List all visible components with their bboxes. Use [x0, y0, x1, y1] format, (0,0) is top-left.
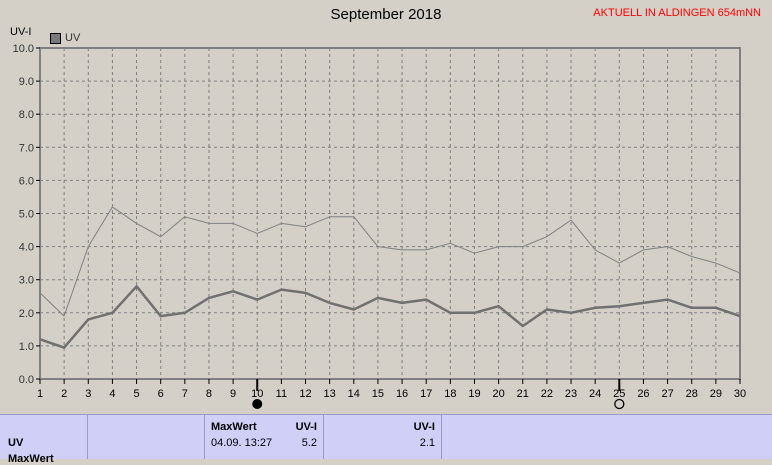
avg-value: 2.1	[419, 437, 435, 449]
x-tick-label: 28	[686, 388, 698, 400]
summary-table: UV MaxWert MaxWert UV-I 04.09. 13:27 5.2…	[0, 414, 772, 465]
x-tick-label: 25	[613, 388, 625, 400]
x-tick-label: 13	[324, 388, 336, 400]
max-value: 5.2	[301, 437, 317, 449]
y-axis-label: UV-I	[10, 26, 32, 38]
x-tick-label: 23	[565, 388, 577, 400]
y-tick-label: 0.0	[19, 374, 34, 386]
y-tick-label: 7.0	[19, 142, 34, 154]
x-tick-label: 16	[396, 388, 408, 400]
x-tick-label: 15	[372, 388, 384, 400]
station-label: AKTUELL IN ALDINGEN 654mNN	[593, 7, 761, 19]
max-unit-header: UV-I	[295, 421, 317, 433]
moon-markers	[252, 379, 625, 410]
y-tick-label: 3.0	[19, 275, 34, 287]
grid	[36, 47, 741, 384]
x-tick-label: 1	[37, 388, 43, 400]
x-tick-label: 27	[661, 388, 673, 400]
y-tick-label: 5.0	[19, 209, 34, 221]
max-header: MaxWert	[211, 421, 257, 433]
x-tick-label: 11	[276, 388, 287, 400]
x-tick-label: 9	[230, 388, 236, 400]
full-moon-icon	[614, 398, 625, 410]
avg-header: UV-I	[413, 421, 435, 433]
x-tick-label: 22	[541, 388, 553, 400]
y-tick-label: 9.0	[19, 76, 34, 88]
x-tick-label: 17	[420, 388, 432, 400]
summary-row2-label: MaxWert	[8, 453, 54, 465]
summary-avg-cell: UV-I 2.1	[324, 415, 442, 459]
y-tick-labels: 0.0 1.0 2.0 3.0 4.0 5.0 6.0 7.0 8.0 9.0 10.0	[13, 43, 34, 386]
y-tick-label: 8.0	[19, 109, 34, 121]
uv-line	[39, 285, 741, 349]
x-tick-label: 7	[182, 388, 188, 400]
legend-swatch	[50, 32, 61, 44]
x-tick-label: 19	[468, 388, 480, 400]
x-tick-label: 14	[348, 388, 360, 400]
x-tick-label: 3	[85, 388, 91, 400]
x-tick-label: 8	[206, 388, 212, 400]
x-tick-labels: 1 2 3 4 5 6 7 8 9 10 11 12 13 14 15 16 17 18 19 20 21 22 23 24 2…	[37, 388, 746, 400]
x-tick-label: 29	[710, 388, 722, 400]
new-moon-icon	[252, 399, 263, 409]
x-tick-label: 30	[734, 388, 746, 400]
x-tick-label: 10	[251, 388, 263, 400]
summary-label-cell: UV MaxWert	[0, 415, 88, 465]
y-tick-label: 4.0	[19, 242, 34, 254]
x-tick-label: 26	[637, 388, 649, 400]
summary-max-cell: MaxWert UV-I 04.09. 13:27 5.2	[205, 415, 324, 459]
legend-label: UV	[65, 32, 81, 44]
uv-upper-line	[39, 206, 741, 317]
x-tick-label: 24	[589, 388, 601, 400]
y-tick-label: 10.0	[13, 43, 34, 55]
summary-row-label: UV	[8, 437, 24, 449]
chart-title: September 2018	[330, 6, 442, 23]
y-tick-label: 2.0	[19, 308, 34, 320]
x-tick-label: 20	[492, 388, 504, 400]
y-tick-label: 6.0	[19, 175, 34, 187]
summary-empty-cell	[88, 415, 205, 459]
x-tick-label: 6	[158, 388, 164, 400]
x-tick-label: 2	[61, 388, 67, 400]
series-lines	[39, 206, 741, 349]
y-tick-label: 1.0	[19, 341, 34, 353]
max-datetime: 04.09. 13:27	[211, 437, 273, 449]
x-tick-label: 12	[299, 388, 311, 400]
x-tick-label: 5	[133, 388, 139, 400]
x-tick-label: 4	[109, 388, 115, 400]
legend: UV	[50, 32, 80, 44]
x-tick-label: 18	[444, 388, 456, 400]
x-tick-label: 21	[517, 388, 529, 400]
